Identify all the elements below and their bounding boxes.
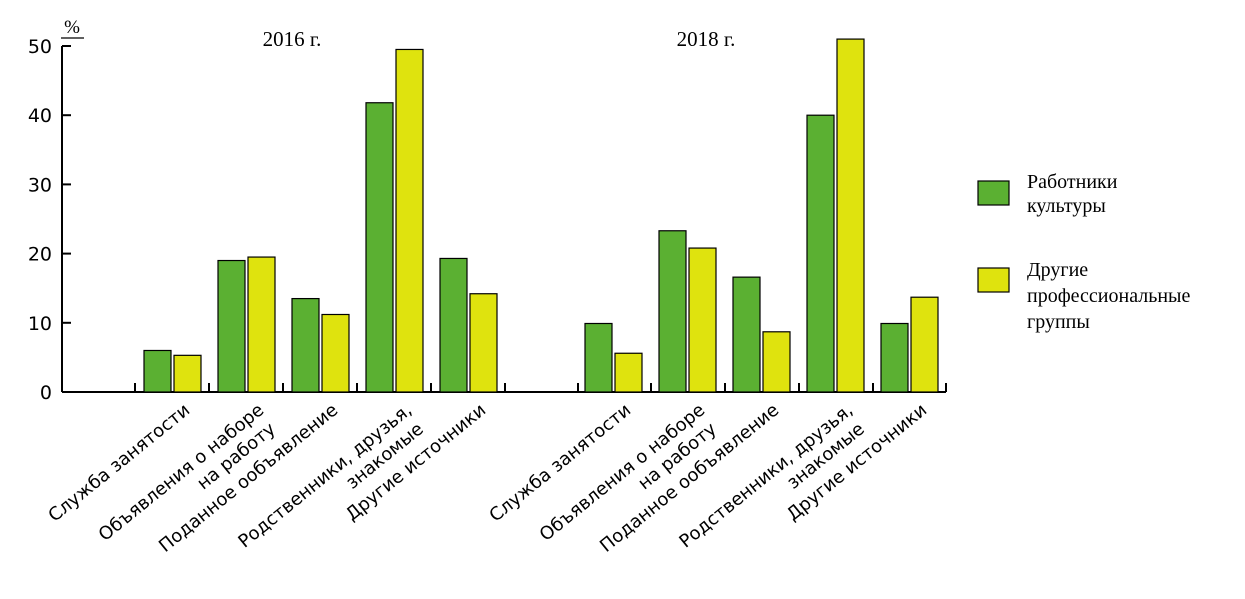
legend: Работники культуры Другие профессиональные г… [977, 171, 1190, 333]
y-tick-label: 10 [28, 313, 52, 335]
bar [836, 38, 865, 393]
bar [217, 259, 246, 393]
bar [247, 256, 276, 393]
bar [658, 230, 687, 393]
legend-label-line: культуры [1027, 195, 1106, 217]
legend-label-line: группы [1027, 311, 1090, 333]
legend-swatch [977, 267, 1010, 293]
legend-label-line: Другие [1027, 259, 1088, 281]
y-tick-label: 50 [28, 36, 52, 58]
y-unit-label: % [64, 17, 80, 38]
bar [688, 247, 717, 393]
y-tick-label: 0 [40, 382, 52, 404]
legend-swatch [977, 180, 1010, 206]
legend-label: Работники культуры [1027, 171, 1118, 217]
panel-title: 2018 г. [677, 27, 736, 51]
y-tick-label: 30 [28, 174, 52, 196]
bar [365, 102, 394, 393]
y-tick-label: 40 [28, 105, 52, 127]
bar [762, 331, 791, 393]
bar [732, 276, 761, 393]
y-tick-label: 20 [28, 244, 52, 266]
legend-label-line: профессиональные [1027, 285, 1190, 307]
category-label: Служба занятости [485, 400, 635, 527]
bar [614, 352, 643, 393]
axis-layer [61, 45, 947, 393]
bar [143, 349, 172, 393]
legend-label: Другие профессиональные группы [1027, 259, 1190, 333]
bar [880, 322, 909, 393]
bar [321, 313, 350, 393]
bar [584, 322, 613, 393]
bar [395, 48, 424, 393]
category-label-line: Служба занятости [44, 400, 194, 527]
bar [173, 354, 202, 393]
bar [439, 257, 468, 393]
bars-layer [143, 38, 939, 393]
legend-label-line: Работники [1027, 171, 1118, 193]
panel-title: 2016 г. [263, 27, 322, 51]
bar [469, 293, 498, 393]
bar [806, 114, 835, 393]
category-label: Служба занятости [44, 400, 194, 527]
bar [291, 297, 320, 393]
bar [910, 296, 939, 393]
category-label-line: Служба занятости [485, 400, 635, 527]
